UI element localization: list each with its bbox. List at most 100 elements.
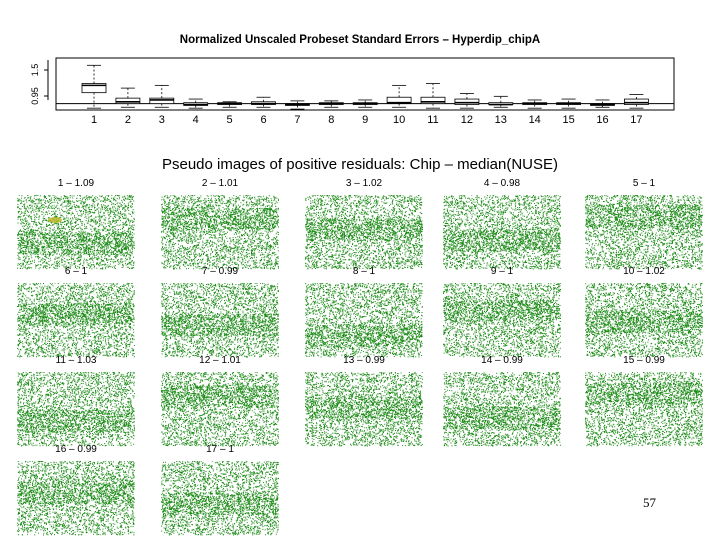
residual-dots-dense [585,310,703,334]
pseudo-image-label: 4 – 0.98 [483,178,521,189]
boxplot-x-tick-label: 16 [596,114,608,126]
residual-dots-dense [305,218,423,242]
boxplot-box-12 [454,93,480,109]
pseudo-image [161,195,279,270]
pseudo-image [585,372,703,447]
residual-dots-dense [443,406,561,430]
boxplot-box-9 [352,99,378,108]
pseudo-image-label: 14 – 0.99 [481,355,523,366]
boxplot-x-tick-label: 7 [294,114,300,126]
pseudo-image [585,283,703,358]
residual-dots [443,283,561,358]
pseudo-image [585,195,703,270]
residual-dots-dense [17,409,135,433]
pseudo-image-panel: 1 – 1.09 [17,178,135,270]
residual-dots-dense [585,204,703,228]
boxplot-box-16 [590,99,615,108]
residual-dots [161,461,279,536]
boxplot-box-17 [624,94,649,109]
boxplot-box-2 [115,87,141,108]
boxplot-y-tick-label: 1.5 [30,64,40,77]
residual-dots [305,372,423,447]
boxplot-box-rect [624,98,649,105]
boxplot-box-13 [488,95,514,108]
residual-dots-dense [161,385,279,409]
boxplot-x-tick-label: 12 [461,114,473,126]
residual-dots [161,195,279,270]
pseudo-image-panel: 14 – 0.99 [443,355,561,447]
pseudo-image-label: 2 – 1.01 [201,178,239,189]
boxplot-box-4 [183,98,209,109]
pseudo-image [305,283,423,358]
boxplot-box-8 [318,100,344,108]
pseudo-image-label: 10 – 1.02 [623,266,665,277]
boxplot-x-tick-label: 17 [630,114,642,126]
boxplot-x-tick-label: 4 [193,114,199,126]
boxplot-x-tick-label: 9 [362,114,368,126]
residual-dots [443,195,561,270]
boxplot-box-11 [420,83,446,109]
boxplot-box-rect [386,96,412,105]
pseudo-image-panel: 7 – 0.99 [161,266,279,358]
residual-dots [305,283,423,358]
pseudo-image [305,372,423,447]
boxplot-box-rect [149,97,175,105]
boxplot-box-rect [420,96,446,105]
pseudo-image-panel: 17 – 1 [161,444,279,536]
pseudo-image-panel: 15 – 0.99 [585,355,703,447]
pseudo-image-label: 3 – 1.02 [345,178,383,189]
residual-dots [161,372,279,447]
pseudo-image-label: 16 – 0.99 [55,444,97,455]
pseudo-image-label: 11 – 1.03 [55,355,97,366]
pseudo-image-label: 9 – 1 [490,266,514,277]
page-number: 57 [643,495,656,510]
boxplot-plot-area [55,57,675,111]
pseudo-image-label: 15 – 0.99 [623,355,665,366]
residual-dots [17,195,135,270]
residual-dots-dense [305,396,423,419]
boxplot-x-tick-label: 8 [328,114,334,126]
boxplot-x-tick-label: 5 [227,114,233,126]
boxplot-x-tick-label: 3 [159,114,165,126]
boxplot-box-rect [81,83,107,94]
residual-artifact-spot [48,217,62,223]
boxplot-boxes [56,64,674,110]
pseudo-image [161,283,279,358]
residual-dots-dense [305,324,423,348]
residual-dots [585,195,703,270]
residual-dots-dense [161,313,279,337]
pseudo-image-panel: 13 – 0.99 [305,355,423,447]
residual-dots-dense [585,382,703,405]
boxplot-box-5 [217,101,243,108]
pseudo-image-panel: 9 – 1 [443,266,561,358]
boxplot-chart: 1.5 0.95 1 2 3 4 5 6 7 8 9 10 11 12 13 14 15 16 17 [30,57,675,126]
pseudo-image-panel: 5 – 1 [585,178,703,270]
pseudo-image-panel: 2 – 1.01 [161,178,279,270]
boxplot-box-1 [81,64,107,109]
pseudo-image-label: 17 – 1 [206,444,234,455]
pseudo-image [305,195,423,270]
boxplot-x-tick-label: 13 [495,114,507,126]
pseudo-image [161,461,279,536]
boxplot-x-tick-labels: 1 2 3 4 5 6 7 8 9 10 11 12 13 14 15 16 17 [91,114,643,126]
residual-dots-dense [17,481,135,505]
pseudo-image-label: 5 – 1 [632,178,656,189]
residual-dots-dense [17,232,135,256]
pseudo-image-label: 7 – 0.99 [201,266,239,277]
boxplot-x-tick-label: 6 [260,114,266,126]
residual-dots [585,283,703,358]
boxplot-x-tick-label: 2 [125,114,131,126]
pseudo-image-label: 8 – 1 [352,266,376,277]
pseudo-image [161,372,279,447]
pseudo-image [17,372,135,447]
boxplot-box-rect [115,97,141,105]
pseudo-image-panel: 11 – 1.03 [17,355,135,447]
pseudo-image-panel: 6 – 1 [17,266,135,358]
pseudo-image-panel: 12 – 1.01 [161,355,279,447]
boxplot-box-7 [284,100,310,110]
boxplot-box-10 [386,84,412,108]
pseudo-image-label: 13 – 0.99 [343,355,385,366]
residual-dots-dense [443,228,561,252]
boxplot-x-tick-label: 10 [393,114,405,126]
residual-dots-dense [443,299,561,323]
